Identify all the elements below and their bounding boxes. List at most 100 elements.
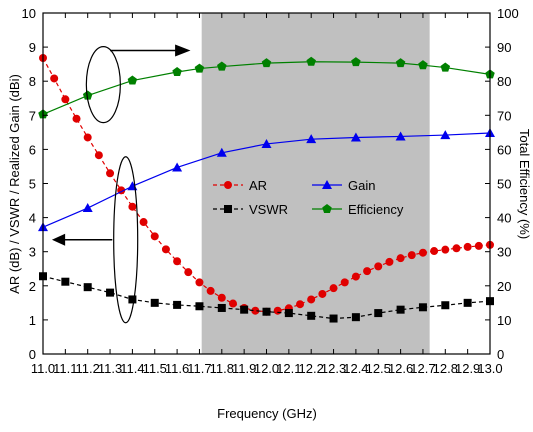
data-point-vswr <box>374 309 383 318</box>
data-point-gain <box>395 131 406 141</box>
data-point-efficiency <box>127 75 138 85</box>
y-right-tick-label: 0 <box>497 347 504 362</box>
data-point-gain <box>82 203 93 213</box>
data-point-ar <box>83 133 92 142</box>
data-point-vswr <box>106 288 115 297</box>
y-right-tick-label: 60 <box>497 142 511 157</box>
x-tick-label: 12.2 <box>299 361 324 376</box>
data-point-ar <box>184 268 193 277</box>
data-point-gain <box>440 130 451 140</box>
arrow-right-head <box>175 44 191 57</box>
data-point-vswr <box>396 305 405 314</box>
y-axis-left-title: AR (dB) / VSWR / Realized Gain (dBi) <box>7 74 22 294</box>
y-left-tick-label: 10 <box>22 6 36 21</box>
arrow-left-head <box>51 233 66 246</box>
x-tick-label: 11.7 <box>187 361 211 376</box>
data-point-ar <box>463 242 472 251</box>
legend-marker <box>224 181 232 189</box>
y-right-tick-label: 80 <box>497 74 511 89</box>
y-right-tick-label: 40 <box>497 211 511 226</box>
legend-label: Efficiency <box>348 202 404 217</box>
data-point-efficiency <box>194 63 205 73</box>
data-point-ar <box>217 293 226 302</box>
data-point-ar <box>195 278 204 287</box>
y-left-tick-label: 5 <box>29 177 36 192</box>
data-point-ar <box>61 95 70 104</box>
data-point-vswr <box>173 300 182 309</box>
data-point-ar <box>418 248 427 257</box>
y-axis-right-title: Total Efficiency (%) <box>517 129 532 239</box>
data-point-vswr <box>418 303 427 312</box>
x-tick-label: 12.7 <box>410 361 435 376</box>
y-right-tick-label: 20 <box>497 279 511 294</box>
data-point-vswr <box>463 298 472 307</box>
legend-item-efficiency: Efficiency <box>312 202 404 217</box>
x-tick-label: 11.9 <box>232 361 256 376</box>
data-point-vswr <box>217 303 226 312</box>
data-point-ar <box>307 295 316 304</box>
legend-marker <box>224 205 232 213</box>
data-point-ar <box>50 74 59 83</box>
data-point-ar <box>351 272 360 281</box>
x-tick-label: 11.6 <box>165 361 189 376</box>
data-point-ar <box>430 247 439 256</box>
data-point-vswr <box>441 301 450 310</box>
y-left-tick-label: 8 <box>29 74 36 89</box>
data-point-efficiency <box>172 66 182 77</box>
y-left-tick-label: 0 <box>29 347 36 362</box>
x-tick-label: 12.4 <box>343 361 368 376</box>
data-point-gain <box>216 147 227 157</box>
y-left-tick-label: 1 <box>29 313 36 328</box>
data-point-ar <box>106 169 115 178</box>
data-point-efficiency <box>261 58 272 68</box>
data-point-ar <box>72 114 81 123</box>
data-point-gain <box>127 181 138 191</box>
data-point-gain <box>350 132 361 142</box>
data-point-vswr <box>83 283 92 292</box>
data-point-ar <box>407 251 416 260</box>
data-point-ar <box>161 245 170 254</box>
data-point-gain <box>172 162 183 172</box>
efficiency-ellipse <box>85 46 121 124</box>
data-point-vswr <box>284 309 293 318</box>
legend-item-ar: AR <box>213 178 267 193</box>
x-tick-label: 12.8 <box>433 361 458 376</box>
data-point-ar <box>452 244 461 253</box>
legend-marker <box>322 204 332 214</box>
x-tick-label: 12.5 <box>366 361 391 376</box>
data-point-ar <box>206 286 215 295</box>
data-point-ar <box>150 232 159 241</box>
legend-label: AR <box>249 178 267 193</box>
data-point-efficiency <box>82 90 93 100</box>
data-point-vswr <box>262 307 271 316</box>
x-tick-label: 12.9 <box>455 361 480 376</box>
x-tick-label: 11.2 <box>76 361 100 376</box>
data-point-ar <box>474 241 483 250</box>
data-point-gain <box>306 134 317 144</box>
data-point-ar <box>385 257 394 266</box>
y-right-tick-label: 50 <box>497 177 511 192</box>
data-point-ar <box>329 284 338 293</box>
data-point-vswr <box>150 298 159 307</box>
left-axis-ellipse <box>113 156 139 324</box>
data-point-ar <box>128 202 137 211</box>
x-tick-label: 12.6 <box>388 361 413 376</box>
x-tick-label: 11.5 <box>143 361 167 376</box>
x-tick-label: 13.0 <box>477 361 502 376</box>
data-point-efficiency <box>440 62 451 72</box>
x-tick-label: 12.3 <box>321 361 346 376</box>
legend-item-gain: Gain <box>312 178 375 193</box>
legend-item-vswr: VSWR <box>213 202 288 217</box>
data-point-ar <box>251 306 260 315</box>
data-point-vswr <box>61 277 70 286</box>
data-point-gain <box>261 138 272 148</box>
x-tick-label: 11.3 <box>98 361 122 376</box>
data-point-ar <box>318 289 327 298</box>
x-tick-label: 11.8 <box>210 361 234 376</box>
y-left-tick-label: 7 <box>29 108 36 123</box>
data-point-ar <box>363 267 372 276</box>
x-tick-label: 11.0 <box>31 361 55 376</box>
data-point-ar <box>340 278 349 287</box>
data-point-ar <box>374 262 383 271</box>
legend-label: VSWR <box>249 202 288 217</box>
